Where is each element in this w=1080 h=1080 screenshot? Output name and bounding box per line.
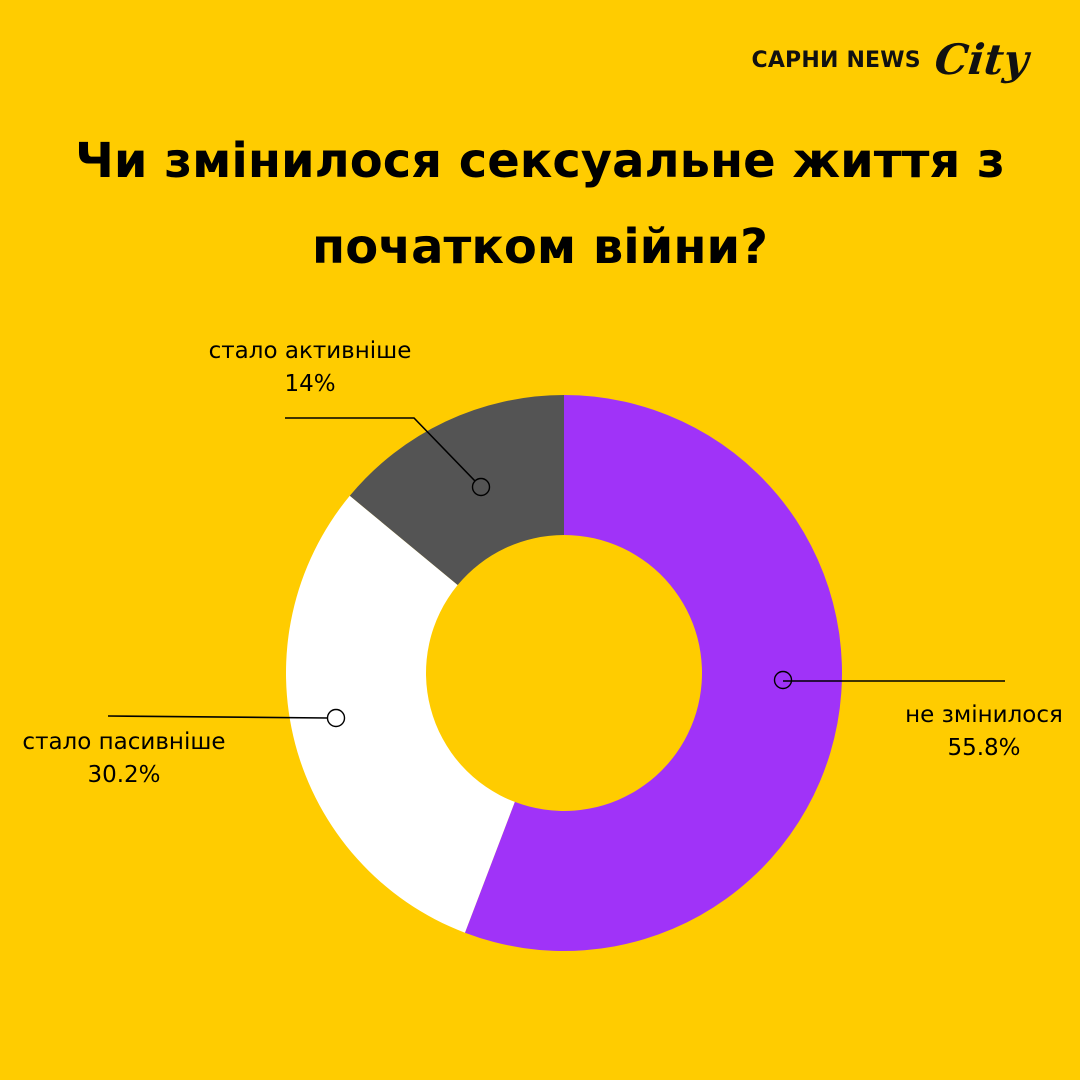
slice-label: стало активніше bbox=[209, 338, 412, 364]
callout-2: стало пасивніше 30.2% bbox=[22, 708, 346, 788]
slice-value-label: 55.8% bbox=[947, 735, 1020, 761]
donut-slice-2 bbox=[285, 495, 515, 933]
callout-dot bbox=[471, 477, 491, 497]
slice-label: не змінилося bbox=[905, 702, 1063, 728]
brand-header: САРНИ NEWS City bbox=[751, 30, 1030, 90]
donut-slice-1 bbox=[464, 395, 842, 951]
brand-name: САРНИ NEWS bbox=[751, 47, 921, 73]
donut-slices bbox=[285, 395, 842, 951]
callout-dot bbox=[773, 670, 793, 690]
slice-value-label: 30.2% bbox=[87, 762, 160, 788]
slice-label: стало пасивніше bbox=[22, 729, 225, 755]
callout-dot bbox=[326, 708, 346, 728]
callout-1: не змінилося 55.8% bbox=[773, 670, 1063, 761]
donut-slice-3 bbox=[349, 395, 564, 586]
callout-line bbox=[107, 715, 329, 719]
chart-title: Чи змінилося сексуальне життя з початком… bbox=[75, 133, 1005, 275]
slice-value-label: 14% bbox=[284, 371, 335, 397]
callout-line bbox=[285, 417, 476, 482]
callout-3: стало активніше 14% bbox=[209, 338, 491, 497]
